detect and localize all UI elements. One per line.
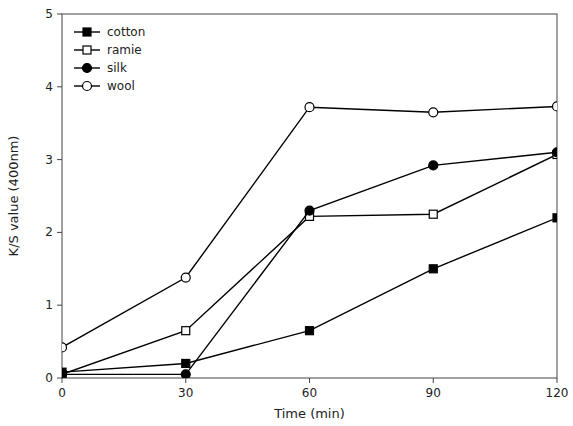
point-marker [306, 327, 314, 335]
point-marker [553, 214, 557, 222]
y-tick [57, 378, 62, 379]
point-marker [62, 370, 66, 378]
y-tick-label: 3 [45, 153, 53, 167]
point-marker [429, 161, 438, 170]
point-marker [553, 148, 558, 157]
point-marker [429, 210, 437, 218]
x-tick-label: 0 [58, 386, 66, 400]
x-tick [309, 378, 310, 383]
y-tick [57, 14, 62, 15]
point-marker [62, 370, 67, 378]
legend-label: silk [107, 61, 127, 75]
x-axis: 0 30 60 90 120 [58, 378, 568, 400]
legend-label: cotton [107, 25, 145, 39]
series-line [62, 152, 557, 374]
x-tick [185, 378, 186, 383]
x-axis-label: Time (min) [273, 406, 345, 421]
y-axis-label: K/S value (400nm) [6, 136, 21, 257]
legend: cotton ramie silk wool [74, 25, 145, 93]
point-marker [429, 265, 437, 273]
chart-svg: 0 30 60 90 120 Time (min) 0 1 2 3 4 5 K/S value (400… [0, 0, 573, 426]
x-tick [433, 378, 434, 383]
point-marker [305, 206, 314, 215]
x-tick-label: 60 [302, 386, 317, 400]
point-marker [553, 102, 558, 111]
series-line [62, 155, 557, 375]
legend-label: wool [107, 79, 135, 93]
point-marker [182, 359, 190, 367]
legend-marker [83, 46, 91, 54]
plot-area [62, 102, 557, 378]
y-tick-label: 1 [45, 298, 53, 312]
y-tick-label: 0 [45, 371, 53, 385]
x-tick-label: 120 [546, 386, 569, 400]
y-tick [57, 305, 62, 306]
point-marker [62, 343, 67, 352]
point-marker [429, 108, 438, 117]
x-tick-label: 30 [178, 386, 193, 400]
plot-frame [62, 14, 557, 378]
legend-marker [83, 64, 92, 73]
x-tick-label: 90 [426, 386, 441, 400]
series-line [62, 106, 557, 347]
series-line [62, 218, 557, 372]
legend-marker [83, 82, 92, 91]
chart-container: 0 30 60 90 120 Time (min) 0 1 2 3 4 5 K/S value (400… [0, 0, 573, 426]
x-tick [62, 378, 63, 383]
y-tick-label: 2 [45, 225, 53, 239]
y-tick [57, 159, 62, 160]
point-marker [305, 103, 314, 112]
point-marker [182, 327, 190, 335]
point-marker [181, 273, 190, 282]
point-marker [181, 370, 190, 378]
y-tick [57, 86, 62, 87]
legend-marker [83, 28, 91, 36]
y-tick [57, 232, 62, 233]
x-tick [557, 378, 558, 383]
y-axis: 0 1 2 3 4 5 [45, 7, 62, 385]
y-tick-label: 5 [45, 7, 53, 21]
y-tick-label: 4 [45, 80, 53, 94]
legend-label: ramie [107, 43, 142, 57]
